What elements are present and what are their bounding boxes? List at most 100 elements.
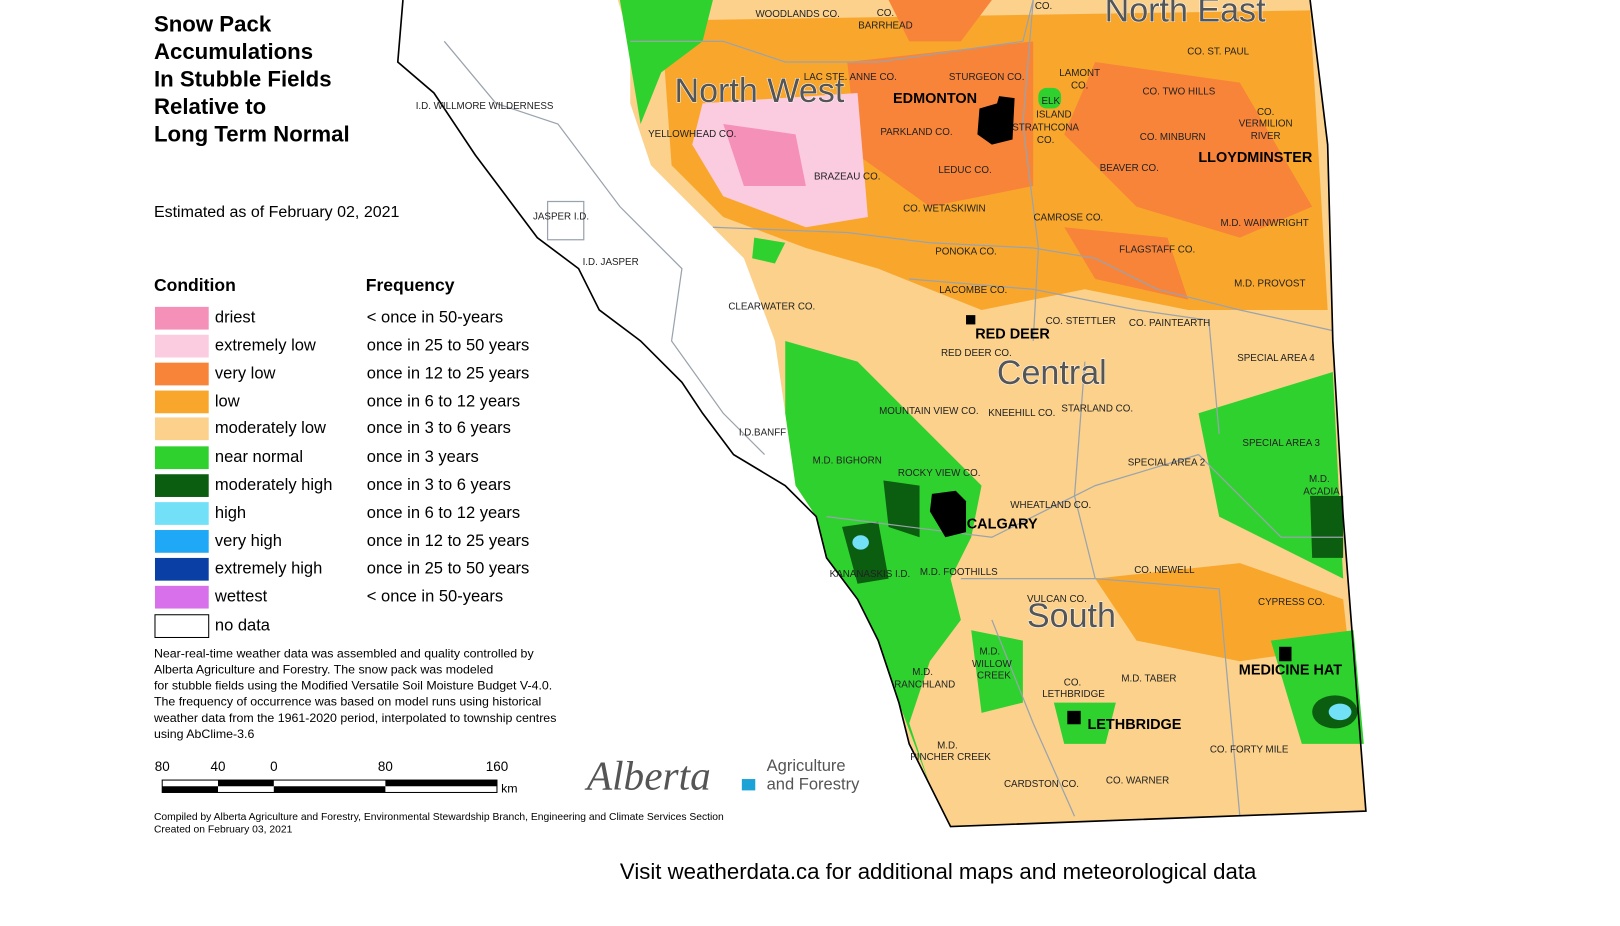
county-label: BEAVER CO. <box>1100 163 1159 174</box>
county-label: CO. WARNER <box>1106 776 1169 787</box>
county-label: CO. <box>877 8 894 19</box>
county-label: MOUNTAIN VIEW CO. <box>879 406 978 417</box>
county-label: WILLOW <box>972 659 1012 670</box>
city-label: MEDICINE HAT <box>1239 662 1342 678</box>
region-boundary <box>630 0 1034 63</box>
region-label: Central <box>997 354 1107 392</box>
near-normal-area <box>619 0 713 124</box>
scale-label: 0 <box>270 759 277 774</box>
title-line: In Stubble Fields <box>154 67 332 92</box>
note-line: Alberta Agriculture and Forestry. The sn… <box>154 662 493 676</box>
region-boundary <box>712 226 1333 332</box>
county-label: I.D. WILLMORE WILDERNESS <box>416 101 554 112</box>
county-label: M.D. PROVOST <box>1234 279 1305 290</box>
county-label: ROCKY VIEW CO. <box>898 468 981 479</box>
credit-line: Compiled by Alberta Agriculture and Fore… <box>154 812 724 823</box>
legend-swatch <box>154 557 209 581</box>
driest-area <box>723 123 806 186</box>
note-line: Near-real-time weather data was assemble… <box>154 646 535 660</box>
county-label: SPECIAL AREA 3 <box>1242 438 1320 449</box>
city-label: LETHBRIDGE <box>1087 717 1181 733</box>
legend-label: very low <box>215 363 276 382</box>
county-label: LAC STE. ANNE CO. <box>804 72 897 83</box>
county-label: VERMILION <box>1239 119 1293 130</box>
footer: Visit weatherdata.ca for additional maps… <box>620 859 1257 884</box>
legend-label: wettest <box>214 587 268 606</box>
county-label: BARRHEAD <box>858 20 912 31</box>
scale-segment <box>218 780 274 787</box>
legend-frequency: once in 3 to 6 years <box>367 418 511 437</box>
legend-header: Frequency <box>366 275 455 295</box>
logo-text: Agriculture <box>767 756 846 775</box>
credit-line: Created on February 03, 2021 <box>154 824 293 835</box>
title-line: Relative to <box>154 94 266 119</box>
logo-text: and Forestry <box>767 775 860 794</box>
scale-label: 80 <box>155 759 170 774</box>
county-boundary <box>909 278 1220 435</box>
county-label: PINCHER CREEK <box>910 752 991 763</box>
legend-swatch <box>154 417 209 441</box>
legend-label: extremely high <box>215 559 322 578</box>
credits: Compiled by Alberta Agriculture and Fore… <box>154 812 724 835</box>
very-low-area <box>1064 227 1189 300</box>
legend-frequency: < once in 50-years <box>367 308 503 327</box>
scale-segment <box>273 786 386 793</box>
map-labels: North West North East Central South EDMONTON… <box>416 0 1343 790</box>
city-area <box>929 490 967 538</box>
legend-label: moderately high <box>215 475 333 494</box>
county-label: VULCAN CO. <box>1027 594 1087 605</box>
near-normal-area <box>1198 371 1344 579</box>
province-border <box>396 0 1367 828</box>
legend-frequency: < once in 50-years <box>367 587 503 606</box>
park-boundary <box>443 40 766 456</box>
park-boundary <box>546 200 585 241</box>
legend-swatch <box>154 530 209 553</box>
county-label: CO. TWO HILLS <box>1142 87 1215 98</box>
legend-label: extremely low <box>215 335 316 354</box>
county-label: ACADIA <box>1303 486 1340 497</box>
county-label: STARLAND CO. <box>1061 404 1133 415</box>
county-label: CREEK <box>977 670 1011 681</box>
city-area <box>1279 646 1292 662</box>
region-boundary <box>826 453 1344 538</box>
county-label: JASPER I.D. <box>533 212 589 223</box>
county-label: M.D. BIGHORN <box>813 455 882 466</box>
city-area <box>977 96 1015 145</box>
estimate: Estimated as of February 02, 2021 <box>154 204 400 221</box>
title-line: Accumulations <box>154 39 313 64</box>
note-line: The frequency of occurrence was based on… <box>154 695 541 709</box>
very-low-area <box>847 41 1034 207</box>
county-label: CO. WETASKIWIN <box>903 203 986 214</box>
legend-frequency: once in 25 to 50 years <box>367 559 530 578</box>
county-label: STRATHCONA <box>1012 123 1079 134</box>
county-label: M.D. TABER <box>1121 673 1176 684</box>
legend-label: no data <box>215 615 271 634</box>
county-label: CO. <box>1037 135 1054 146</box>
city-area <box>966 315 976 325</box>
city-area <box>1067 710 1081 725</box>
scale-segment <box>385 780 497 787</box>
note: Near-real-time weather data was assemble… <box>153 646 556 741</box>
county-label: PARKLAND CO. <box>880 127 952 138</box>
legend-swatch <box>154 306 209 330</box>
city-area <box>1038 87 1062 109</box>
county-label: M.D. <box>1309 474 1330 485</box>
legend-frequency: once in 25 to 50 years <box>367 335 530 354</box>
very-low-area <box>1064 61 1313 238</box>
scale-label: 80 <box>378 759 393 774</box>
county-label: CAMROSE CO. <box>1033 213 1103 224</box>
moderately-high-area <box>1310 495 1344 558</box>
county-label: CLEARWATER CO. <box>728 301 815 312</box>
county-label: STURGEON CO. <box>949 72 1025 83</box>
legend-swatch <box>154 446 209 470</box>
county-label: CO. FORTY MILE <box>1210 745 1289 756</box>
county-label: M.D. WAINWRIGHT <box>1220 218 1308 229</box>
near-normal-area <box>752 237 786 264</box>
legend: driest < once in 50-years extremely low onc… <box>154 306 530 639</box>
county-label: SPECIAL AREA 2 <box>1128 457 1206 468</box>
county-label: CO. MINBURN <box>1140 132 1206 143</box>
legend-swatch <box>154 502 209 525</box>
high-area <box>1328 703 1352 721</box>
county-label: I.D.BANFF <box>739 428 786 439</box>
